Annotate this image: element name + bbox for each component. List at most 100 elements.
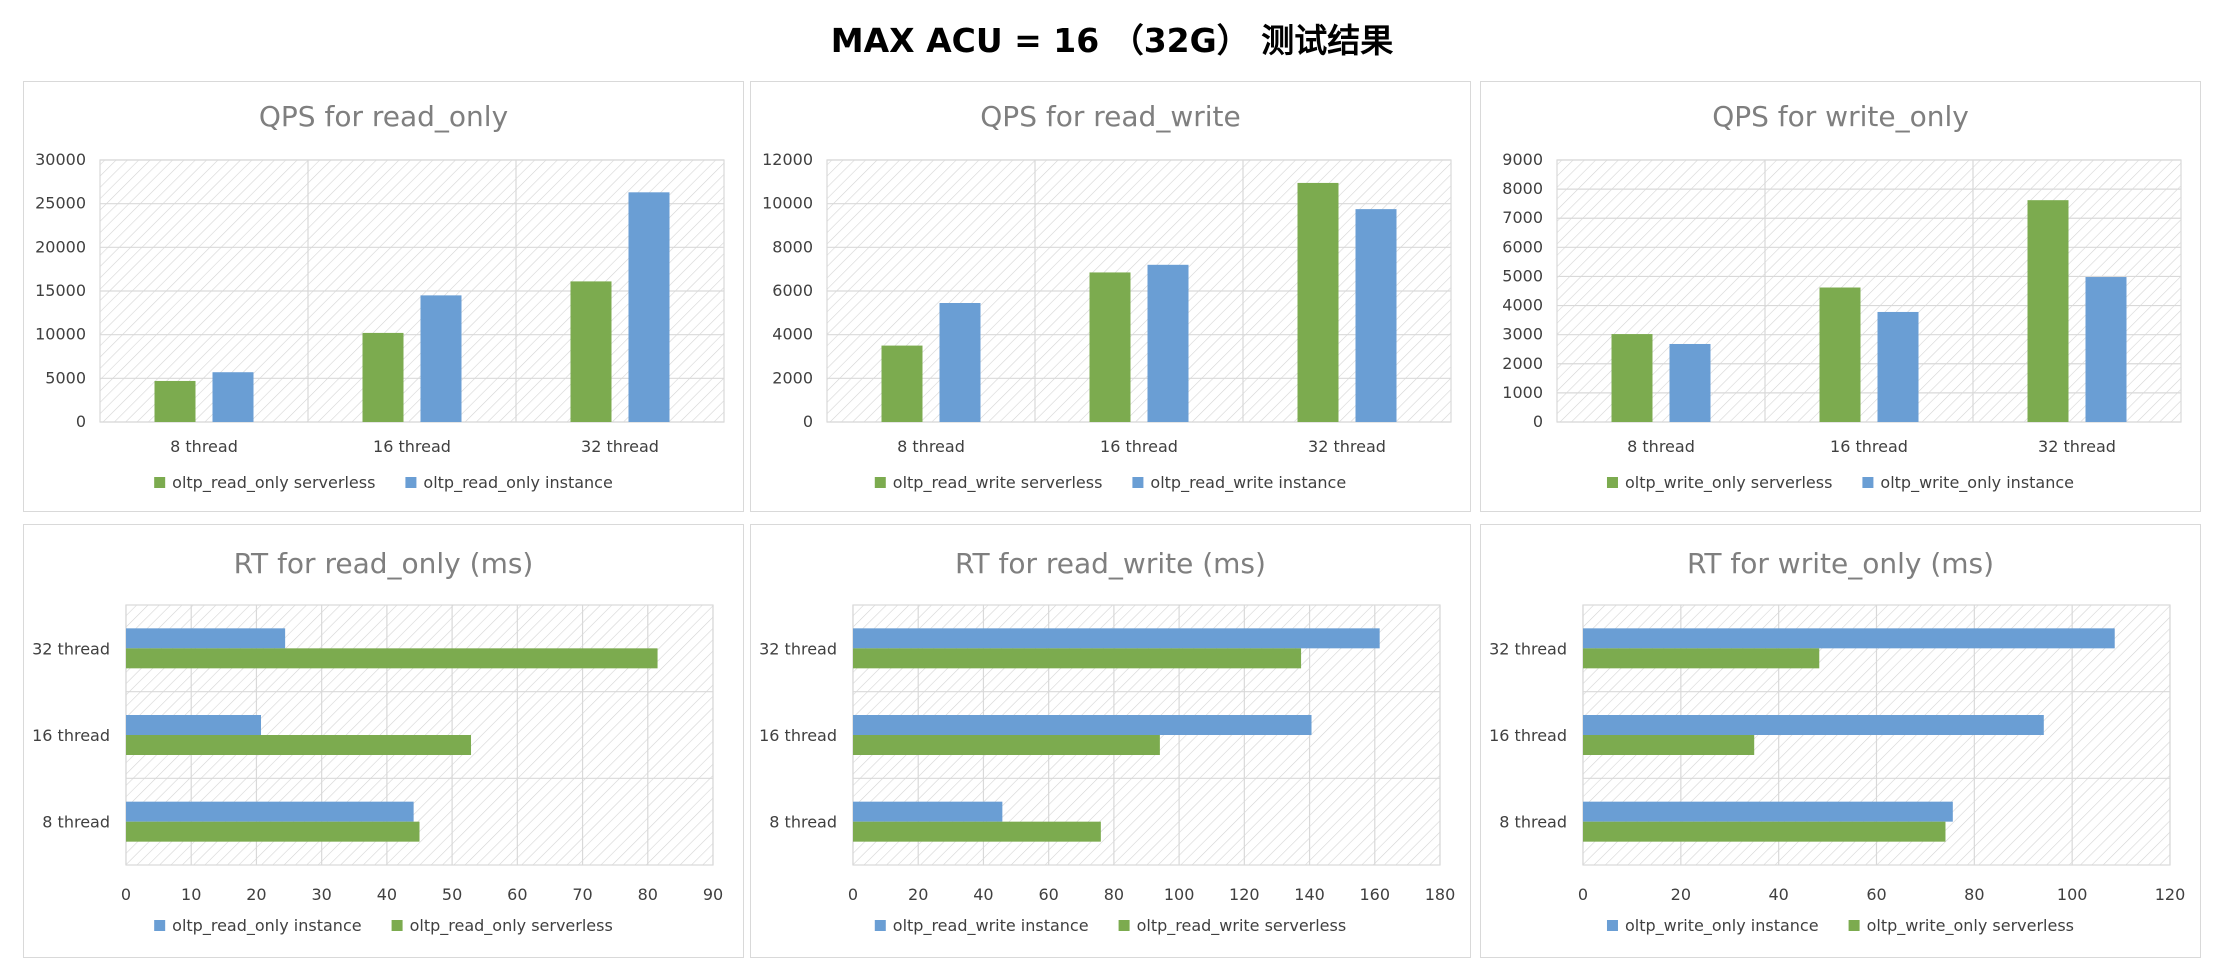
chart-panel-qps-read-write: QPS for read_write 0 2000 4000 6000 8000 10000…	[750, 81, 1471, 512]
legend-label: oltp_write_only instance	[1625, 916, 1819, 936]
bar-oltp-read-only-serverless-8-thread	[154, 380, 196, 422]
legend-item: oltp_read_only serverless	[154, 473, 375, 493]
bar-oltp-read-only-instance-8-thread	[126, 801, 414, 822]
x-tick-label: 20	[246, 885, 266, 904]
legend-item: oltp_read_write instance	[1132, 473, 1346, 493]
legend-item: oltp_read_write serverless	[874, 473, 1103, 493]
legend-item: oltp_write_only serverless	[1848, 916, 2074, 936]
x-tick-label: 0	[1578, 885, 1588, 904]
x-tick-label: 120	[2155, 885, 2186, 904]
x-tick-label: 60	[1866, 885, 1886, 904]
chart-title: QPS for read_write	[980, 100, 1240, 133]
bar-oltp-read-write-serverless-32-thread	[853, 648, 1302, 669]
y-tick-label: 15000	[35, 281, 86, 300]
y-tick-label: 8 thread	[42, 813, 110, 832]
y-tick-label: 20000	[35, 237, 86, 256]
y-tick-label: 3000	[1502, 325, 1543, 344]
y-tick-label: 0	[76, 412, 86, 431]
chart-legend: oltp_read_only serverless oltp_read_only …	[154, 473, 613, 493]
legend-label: oltp_read_write instance	[1150, 473, 1346, 493]
bar-oltp-read-write-instance-16-thread	[1147, 264, 1189, 422]
bar-oltp-write-only-instance-32-thread	[1583, 628, 2115, 649]
legend-item: oltp_read_write instance	[874, 916, 1089, 936]
legend-label: oltp_write_only serverless	[1867, 916, 2074, 936]
bar-oltp-write-only-serverless-16-thread	[1583, 735, 1755, 755]
legend-item: oltp_read_write serverless	[1118, 916, 1346, 936]
x-tick-label: 8 thread	[897, 437, 965, 456]
y-tick-label: 16 thread	[1489, 726, 1567, 745]
chart-title: QPS for read_only	[259, 100, 508, 133]
legend-label: oltp_read_write serverless	[893, 473, 1103, 493]
bar-oltp-read-only-instance-32-thread	[126, 628, 286, 649]
legend-item: oltp_read_only instance	[154, 916, 362, 936]
chart-svg: RT for write_only (ms) 0 20 40 60 80 100 120 8 t…	[1489, 547, 2186, 936]
bar-oltp-write-only-serverless-32-thread	[2027, 200, 2069, 422]
y-tick-label: 8 thread	[1499, 813, 1567, 832]
x-tick-label: 100	[2057, 885, 2088, 904]
chart-svg: QPS for write_only 0 1000 2000 3000 4000 5000 6…	[1502, 100, 2182, 493]
chart-svg: QPS for read_write 0 2000 4000 6000 8000 10000…	[762, 100, 1452, 493]
chart-title: RT for write_only (ms)	[1687, 547, 1994, 580]
chart-legend: oltp_write_only instance oltp_write_only …	[1606, 916, 2074, 936]
legend-item: oltp_read_only serverless	[391, 916, 613, 936]
legend-label: oltp_read_only serverless	[172, 473, 375, 493]
x-tick-label: 16 thread	[1830, 437, 1908, 456]
legend-label: oltp_read_only serverless	[410, 916, 613, 936]
chart-svg: QPS for read_only 0 5000 10000 15000 20000 250…	[35, 100, 725, 493]
legend-label: oltp_write_only serverless	[1625, 473, 1832, 493]
y-tick-label: 1000	[1502, 383, 1543, 402]
bar-oltp-read-write-serverless-32-thread	[1297, 182, 1339, 422]
bar-oltp-read-write-serverless-8-thread	[853, 821, 1101, 842]
legend-item: oltp_read_only instance	[405, 473, 613, 493]
legend-swatch	[1862, 477, 1874, 488]
chart-legend: oltp_write_only serverless oltp_write_onl…	[1606, 473, 2074, 493]
y-tick-label: 2000	[772, 368, 813, 387]
legend-swatch	[1118, 920, 1130, 931]
x-tick-label: 80	[638, 885, 658, 904]
x-tick-label: 32 thread	[581, 437, 659, 456]
x-tick-label: 40	[973, 885, 993, 904]
y-tick-label: 32 thread	[32, 639, 110, 658]
y-tick-label: 9000	[1502, 150, 1543, 169]
x-tick-label: 90	[703, 885, 723, 904]
chart-svg: RT for read_only (ms) 0 10 20 30 40 50 60 70 80 90…	[32, 547, 723, 936]
chart-title: QPS for write_only	[1712, 100, 1969, 133]
x-tick-label: 32 thread	[1308, 437, 1386, 456]
y-tick-label: 0	[1533, 412, 1543, 431]
legend-swatch	[154, 920, 166, 931]
x-tick-label: 60	[1038, 885, 1058, 904]
legend-swatch	[874, 920, 886, 931]
bar-oltp-write-only-serverless-32-thread	[1583, 648, 1820, 669]
legend-swatch	[874, 477, 886, 488]
y-tick-label: 32 thread	[1489, 639, 1567, 658]
chart-legend: oltp_read_write serverless oltp_read_writ…	[874, 473, 1346, 493]
legend-label: oltp_read_only instance	[423, 473, 612, 493]
chart-panel-qps-read-only: QPS for read_only 0 5000 10000 15000 20000 250…	[23, 81, 744, 512]
y-tick-label: 4000	[772, 325, 813, 344]
x-tick-label: 40	[377, 885, 397, 904]
bar-oltp-read-write-instance-8-thread	[853, 801, 1003, 822]
page-title: MAX ACU = 16 （32G） 测试结果	[830, 21, 1394, 60]
bar-oltp-write-only-instance-32-thread	[2085, 277, 2127, 422]
x-tick-label: 16 thread	[1100, 437, 1178, 456]
x-tick-label: 32 thread	[2038, 437, 2116, 456]
legend-item: oltp_write_only serverless	[1606, 473, 1832, 493]
bar-oltp-read-only-instance-16-thread	[126, 715, 262, 735]
bar-oltp-read-write-instance-32-thread	[1355, 209, 1397, 422]
y-tick-label: 2000	[1502, 354, 1543, 373]
legend-swatch	[1848, 920, 1860, 931]
x-tick-label: 100	[1164, 885, 1195, 904]
y-tick-label: 8 thread	[769, 813, 837, 832]
chart-title: RT for read_only (ms)	[234, 547, 534, 580]
legend-item: oltp_write_only instance	[1862, 473, 2074, 493]
x-tick-label: 60	[507, 885, 527, 904]
bar-oltp-write-only-serverless-8-thread	[1611, 334, 1653, 422]
x-tick-label: 20	[1671, 885, 1691, 904]
x-tick-label: 180	[1425, 885, 1456, 904]
legend-item: oltp_write_only instance	[1606, 916, 1819, 936]
x-tick-label: 10	[181, 885, 201, 904]
y-tick-label: 16 thread	[32, 726, 110, 745]
chart-legend: oltp_read_write instance oltp_read_write …	[874, 916, 1346, 936]
y-tick-label: 25000	[35, 194, 86, 213]
x-tick-label: 160	[1360, 885, 1391, 904]
